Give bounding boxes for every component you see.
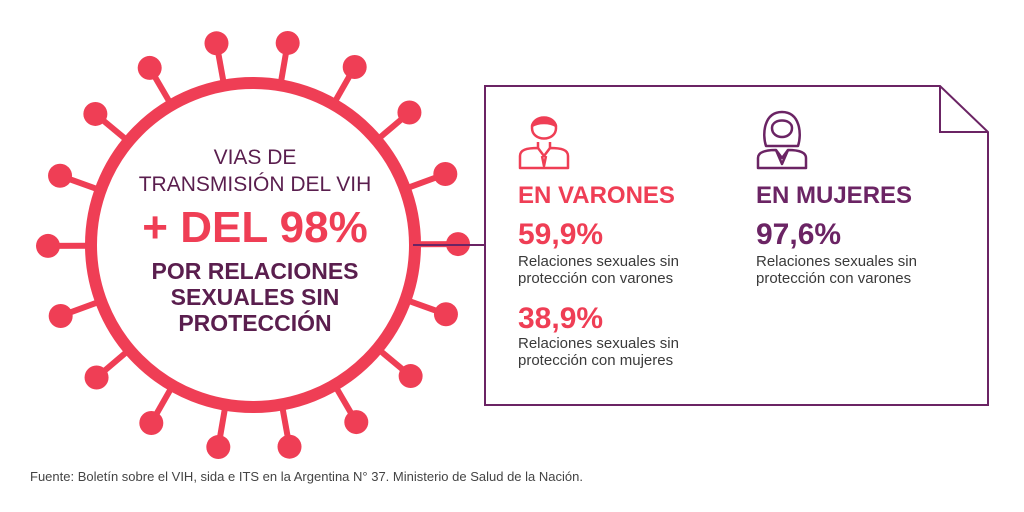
source-footer: Fuente: Boletín sobre el VIH, sida e ITS… [30, 469, 583, 484]
men-stat2-desc: Relaciones sexuales sin protección con m… [518, 335, 679, 369]
virus-spike-head [397, 100, 422, 125]
virus-spike-head [277, 434, 302, 459]
women-stat1-desc: Relaciones sexuales sin protección con v… [756, 253, 917, 287]
circle-line2: TRANSMISIÓN DEL VIH [138, 173, 372, 196]
virus-spike-head [344, 410, 369, 435]
virus-spike-head [83, 101, 108, 126]
virus-spike-head [398, 364, 423, 389]
virus-spike-head [342, 55, 367, 80]
women-label: EN MUJERES [756, 182, 913, 209]
headline: + DEL 98% [142, 203, 368, 252]
virus-spike-head [139, 410, 164, 435]
men-label: EN VARONES [518, 182, 675, 209]
men-stat2-value: 38,9% [518, 302, 604, 335]
circle-line1: VIAS DE [213, 146, 297, 169]
men-stat1-desc: Relaciones sexuales sin protección con v… [518, 253, 679, 287]
virus-spike-head [48, 163, 73, 188]
woman-icon [756, 110, 808, 170]
subline: POR RELACIONES SEXUALES SIN PROTECCIÓN [151, 258, 359, 336]
virus-spike-head [137, 55, 162, 80]
virus-spike-head [206, 435, 231, 460]
virus-spike-head [433, 162, 458, 187]
virus-spike-head [36, 233, 61, 258]
virus-spike-head [84, 365, 109, 390]
men-stat1-value: 59,9% [518, 218, 604, 251]
virus-spike-head [48, 303, 73, 328]
folded-corner [939, 86, 988, 133]
women-stat1-value: 97,6% [756, 218, 842, 251]
virus-spike-head [275, 30, 300, 55]
virus-spike-head [204, 31, 229, 56]
virus-spike-head [433, 302, 458, 327]
man-icon [518, 116, 570, 170]
